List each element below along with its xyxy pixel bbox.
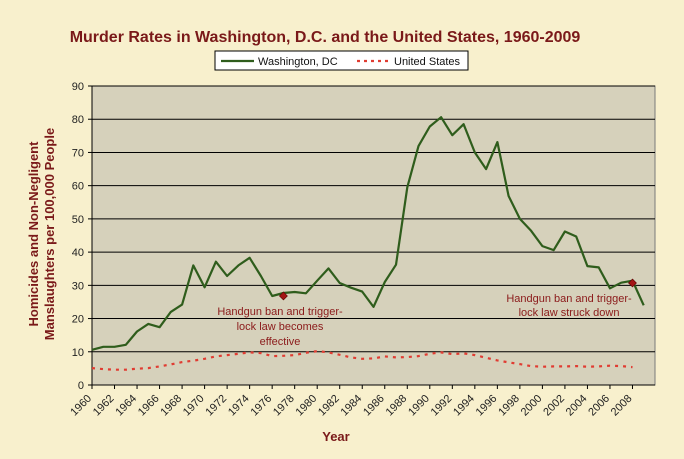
y-axis-title: Homicides and Non-Negligent Manslaughter…	[26, 128, 57, 340]
x-tick-label-1982: 1982	[316, 393, 342, 419]
x-tick-label-2002: 2002	[541, 393, 567, 419]
y-tick-label-20: 20	[72, 314, 84, 326]
x-tick-label-1994: 1994	[451, 393, 477, 419]
y-tick-label-70: 70	[72, 147, 84, 159]
x-axis-ticks: 1960196219641966196819701972197419761978…	[68, 385, 635, 419]
x-tick-label-1988: 1988	[384, 393, 410, 419]
legend: Washington, DC United States	[214, 50, 469, 71]
series-line-washington-dc	[91, 116, 645, 351]
annotation-2-line-2: lock law struck down	[519, 307, 620, 319]
x-tick-label-1978: 1978	[271, 393, 297, 419]
x-tick-label-1972: 1972	[203, 393, 229, 419]
x-tick-label-2000: 2000	[519, 393, 545, 419]
y-axis-title-line-2: Manslaughters per 100,000 People	[42, 128, 57, 340]
annotation-ban-struck-down: Handgun ban and trigger- lock law struck…	[506, 293, 632, 319]
x-tick-label-2006: 2006	[586, 393, 612, 419]
y-tick-label-10: 10	[72, 347, 84, 359]
x-tick-label-1960: 1960	[68, 393, 94, 419]
y-tick-label-40: 40	[72, 247, 84, 259]
legend-label-us: United States	[394, 56, 461, 68]
series-line-united-states	[91, 350, 633, 371]
annotation-1-line-3: effective	[260, 336, 301, 348]
plot-area	[91, 85, 656, 386]
x-tick-label-1998: 1998	[496, 393, 522, 419]
y-axis-title-line-1: Homicides and Non-Negligent	[26, 141, 41, 327]
x-tick-label-1984: 1984	[339, 393, 365, 419]
y-tick-label-80: 80	[72, 114, 84, 126]
y-tick-label-90: 90	[72, 81, 84, 93]
x-tick-label-1986: 1986	[361, 393, 387, 419]
x-tick-label-1966: 1966	[136, 393, 162, 419]
annotation-1-line-1: Handgun ban and trigger-	[217, 306, 343, 318]
y-tick-label-50: 50	[72, 214, 84, 226]
x-tick-label-1996: 1996	[474, 393, 500, 419]
x-tick-label-1980: 1980	[294, 393, 320, 419]
x-tick-label-2008: 2008	[609, 393, 635, 419]
legend-label-dc: Washington, DC	[258, 56, 338, 68]
annotation-ban-effective: Handgun ban and trigger- lock law become…	[217, 306, 343, 348]
x-tick-label-1970: 1970	[181, 393, 207, 419]
x-tick-label-1968: 1968	[158, 393, 184, 419]
annotation-2-line-1: Handgun ban and trigger-	[506, 293, 632, 305]
x-axis-title: Year	[322, 429, 349, 444]
gridlines	[92, 85, 655, 353]
y-axis-ticks: 0 10 20 30 40 50 60 70 80 90	[72, 81, 655, 392]
x-tick-label-1990: 1990	[406, 393, 432, 419]
x-tick-label-1974: 1974	[226, 393, 252, 419]
x-tick-label-2004: 2004	[564, 393, 590, 419]
legend-box	[214, 50, 469, 71]
highlight-marker-1977	[278, 291, 288, 301]
y-tick-label-60: 60	[72, 181, 84, 193]
y-tick-label-0: 0	[78, 380, 84, 392]
annotation-1-line-2: lock law becomes	[237, 321, 324, 333]
y-tick-label-30: 30	[72, 280, 84, 292]
x-tick-label-1976: 1976	[248, 393, 274, 419]
series-lines	[91, 116, 645, 371]
x-tick-label-1992: 1992	[429, 393, 455, 419]
chart-title: Murder Rates in Washington, D.C. and the…	[70, 29, 581, 46]
x-tick-label-1964: 1964	[113, 393, 139, 419]
highlight-marker-2008	[628, 278, 637, 288]
highlight-markers	[278, 278, 637, 301]
x-tick-label-1962: 1962	[91, 393, 117, 419]
